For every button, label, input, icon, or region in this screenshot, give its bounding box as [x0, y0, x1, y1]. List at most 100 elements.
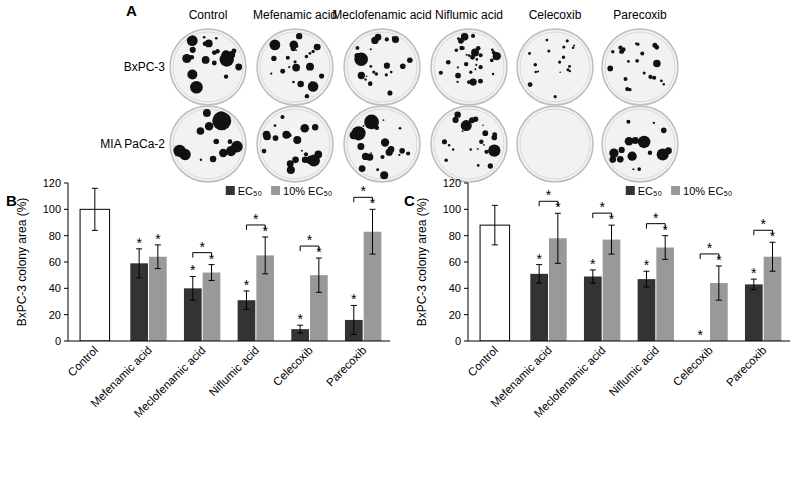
colony: [493, 52, 501, 60]
plate-rim: [173, 32, 243, 102]
colony: [213, 139, 219, 145]
colony: [354, 53, 360, 59]
error-cap: [370, 254, 376, 255]
bar: [203, 273, 221, 341]
error-cap: [262, 273, 268, 274]
colony: [562, 56, 565, 59]
plate: [602, 106, 678, 182]
colonies: [262, 115, 322, 174]
colony: [286, 56, 290, 60]
plate: [602, 29, 678, 105]
colony: [609, 148, 618, 157]
error-line: [611, 225, 612, 254]
colony: [462, 130, 464, 132]
plate: [344, 29, 420, 105]
colony: [572, 46, 575, 49]
colony: [627, 60, 630, 63]
tick: [64, 314, 68, 315]
colony: [644, 137, 647, 140]
colony: [200, 159, 202, 161]
colony: [491, 48, 494, 51]
colonies: [528, 39, 575, 99]
colony: [350, 131, 358, 139]
colony: [478, 65, 482, 69]
colony: [621, 47, 625, 51]
colony: [482, 130, 488, 136]
colony: [269, 40, 280, 51]
colony: [619, 147, 625, 153]
significance-star: *: [707, 240, 713, 256]
colony: [461, 46, 465, 50]
colony: [355, 46, 359, 50]
plate-rim: [520, 109, 590, 179]
error-cap: [590, 283, 596, 284]
error-line: [139, 249, 140, 278]
colony: [385, 37, 389, 41]
colony: [559, 71, 561, 73]
colony: [643, 72, 646, 75]
colony: [306, 156, 315, 165]
colony: [210, 156, 217, 163]
colonies: [269, 33, 324, 98]
colony: [187, 70, 197, 80]
colony: [358, 72, 365, 79]
colony: [309, 52, 312, 55]
error-bar: [209, 265, 215, 281]
colonies: [442, 111, 501, 168]
category-label: Parecoxib: [324, 344, 369, 389]
tick-label: 100: [443, 203, 461, 215]
error-bar: [609, 225, 615, 254]
legend: EC₅₀10% EC₅₀: [626, 185, 733, 197]
error-bar: [770, 242, 776, 271]
colony: [203, 109, 211, 117]
error-bar: [316, 258, 322, 292]
error-line: [372, 209, 373, 254]
error-cap: [492, 205, 498, 206]
tick-label: 20: [449, 309, 461, 321]
colony: [191, 74, 196, 79]
colony: [314, 44, 321, 51]
plate-rim: [520, 32, 590, 102]
axis-title: BxPC-3 colony area (%): [415, 198, 429, 327]
colony: [371, 37, 378, 44]
colony: [300, 124, 309, 133]
colony: [661, 128, 667, 134]
colony: [212, 60, 217, 65]
tick: [64, 209, 68, 210]
colony: [383, 119, 385, 121]
tick-label: 0: [55, 335, 61, 347]
colony: [472, 54, 474, 56]
column-label: Niflumic acid: [435, 8, 503, 22]
bar: [530, 274, 548, 341]
colony: [455, 73, 461, 79]
colony: [304, 152, 308, 156]
error-line: [192, 276, 193, 300]
significance-star: *: [155, 231, 161, 247]
colony: [190, 47, 196, 53]
annotations: **************: [136, 183, 375, 327]
colony: [288, 133, 292, 137]
error-line: [211, 265, 212, 281]
legend: EC₅₀10% EC₅₀: [226, 185, 333, 197]
colony: [479, 139, 483, 143]
column-label: Mefenamic acid: [253, 8, 337, 22]
tick: [464, 183, 468, 184]
error-line: [157, 245, 158, 269]
error-bar: [190, 276, 196, 300]
colony: [488, 144, 500, 156]
tick-label: 20: [49, 309, 61, 321]
colony: [645, 141, 647, 143]
axis-title: BxPC-3 colony area (%): [15, 198, 29, 327]
colony: [297, 81, 304, 88]
colony: [384, 63, 390, 69]
colony: [475, 64, 477, 66]
bar: [149, 257, 167, 341]
colony: [663, 83, 665, 85]
significance-star: *: [136, 235, 142, 251]
colony: [466, 54, 468, 56]
significance-star: *: [297, 311, 303, 327]
column-label: Parecoxib: [613, 8, 667, 22]
colony: [385, 73, 388, 76]
error-bar: [262, 237, 268, 274]
colony: [477, 148, 479, 150]
